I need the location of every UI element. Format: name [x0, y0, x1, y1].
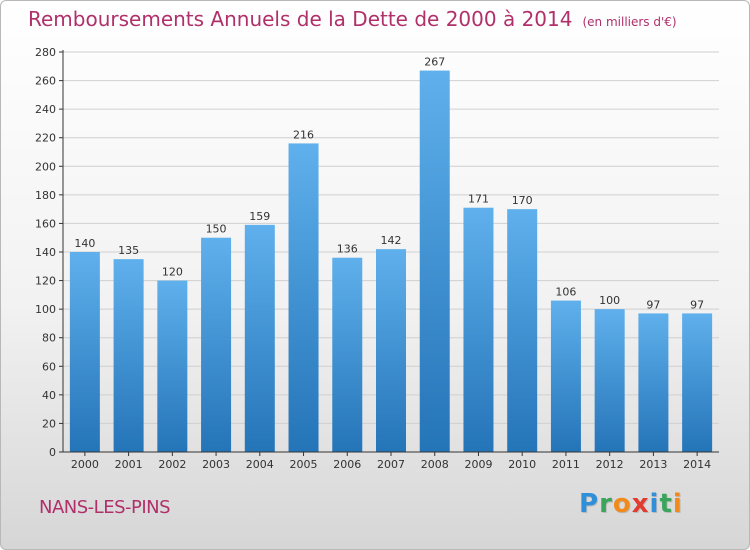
y-tick-label: 180 — [35, 189, 56, 202]
x-tick-label: 2011 — [552, 458, 580, 471]
proxiti-logo: Proxiti — [579, 489, 683, 519]
bar — [376, 249, 406, 452]
data-label: 140 — [74, 237, 95, 250]
bar — [332, 257, 363, 452]
bar — [69, 252, 100, 452]
data-label: 150 — [206, 223, 227, 236]
bar — [288, 143, 319, 452]
logo-letter: o — [612, 489, 632, 519]
data-label: 267 — [424, 56, 445, 69]
logo-letter: r — [599, 489, 613, 519]
x-tick-label: 2000 — [71, 458, 99, 471]
bar — [682, 313, 713, 452]
bar — [507, 209, 538, 452]
bar — [157, 280, 188, 452]
data-label: 216 — [293, 128, 314, 141]
y-tick-label: 220 — [35, 132, 56, 145]
x-tick-label: 2012 — [596, 458, 624, 471]
y-tick-label: 0 — [49, 446, 56, 459]
logo-letter: t — [659, 489, 673, 519]
bar — [419, 70, 450, 453]
y-tick-label: 280 — [35, 46, 56, 59]
y-tick-label: 200 — [35, 160, 56, 173]
y-tick-label: 140 — [35, 246, 56, 259]
y-tick-label: 120 — [35, 275, 56, 288]
logo-letter: i — [649, 489, 660, 519]
data-label: 135 — [118, 244, 139, 257]
x-tick-label: 2002 — [158, 458, 186, 471]
data-label: 100 — [599, 294, 620, 307]
bar — [113, 259, 144, 452]
chart-subtitle: (en milliers d'€) — [582, 15, 677, 29]
x-tick-label: 2003 — [202, 458, 230, 471]
y-tick-label: 60 — [42, 360, 56, 373]
commune-name: NANS-LES-PINS — [39, 497, 171, 518]
data-label: 170 — [512, 194, 533, 207]
data-label: 159 — [249, 210, 270, 223]
y-tick-label: 160 — [35, 217, 56, 230]
y-tick-label: 240 — [35, 103, 56, 116]
data-labels: 140 135 120 150 159 216 136 142 267 171 170 106 100 9… — [74, 56, 704, 312]
data-label: 106 — [555, 286, 576, 299]
x-tick-label: 2013 — [639, 458, 667, 471]
data-label: 97 — [646, 298, 660, 311]
bar — [550, 300, 581, 452]
bar — [244, 224, 275, 452]
x-tick-label: 2004 — [246, 458, 274, 471]
y-tick-label: 100 — [35, 303, 56, 316]
bar — [594, 309, 625, 452]
logo-letter: i — [672, 489, 683, 519]
x-tick-label: 2007 — [377, 458, 405, 471]
y-tick-label: 20 — [42, 417, 56, 430]
x-tick-label: 2009 — [464, 458, 492, 471]
chart-title: Remboursements Annuels de la Dette de 20… — [28, 7, 677, 31]
x-tick-label: 2001 — [115, 458, 143, 471]
data-label: 142 — [381, 234, 402, 247]
bar — [463, 207, 494, 452]
y-tick-label: 260 — [35, 75, 56, 88]
y-tick-label: 40 — [42, 389, 56, 402]
x-tick-label: 2014 — [683, 458, 711, 471]
bar — [638, 313, 669, 452]
bars — [69, 70, 713, 453]
y-tick-label: 80 — [42, 332, 56, 345]
data-label: 120 — [162, 266, 183, 279]
x-tick-label: 2008 — [421, 458, 449, 471]
data-label: 136 — [337, 243, 358, 256]
x-tick-label: 2005 — [290, 458, 318, 471]
logo-letter: P — [579, 489, 600, 519]
logo-letter: x — [631, 489, 650, 519]
data-label: 171 — [468, 193, 489, 206]
axes: 0 20 40 60 80 100 120 140 160 180 200 220 240 260 280 2… — [35, 46, 719, 471]
data-label: 97 — [690, 298, 704, 311]
chart-title-text: Remboursements Annuels de la Dette de 20… — [28, 7, 573, 31]
bar — [201, 237, 232, 452]
x-tick-label: 2006 — [333, 458, 361, 471]
x-tick-label: 2010 — [508, 458, 536, 471]
